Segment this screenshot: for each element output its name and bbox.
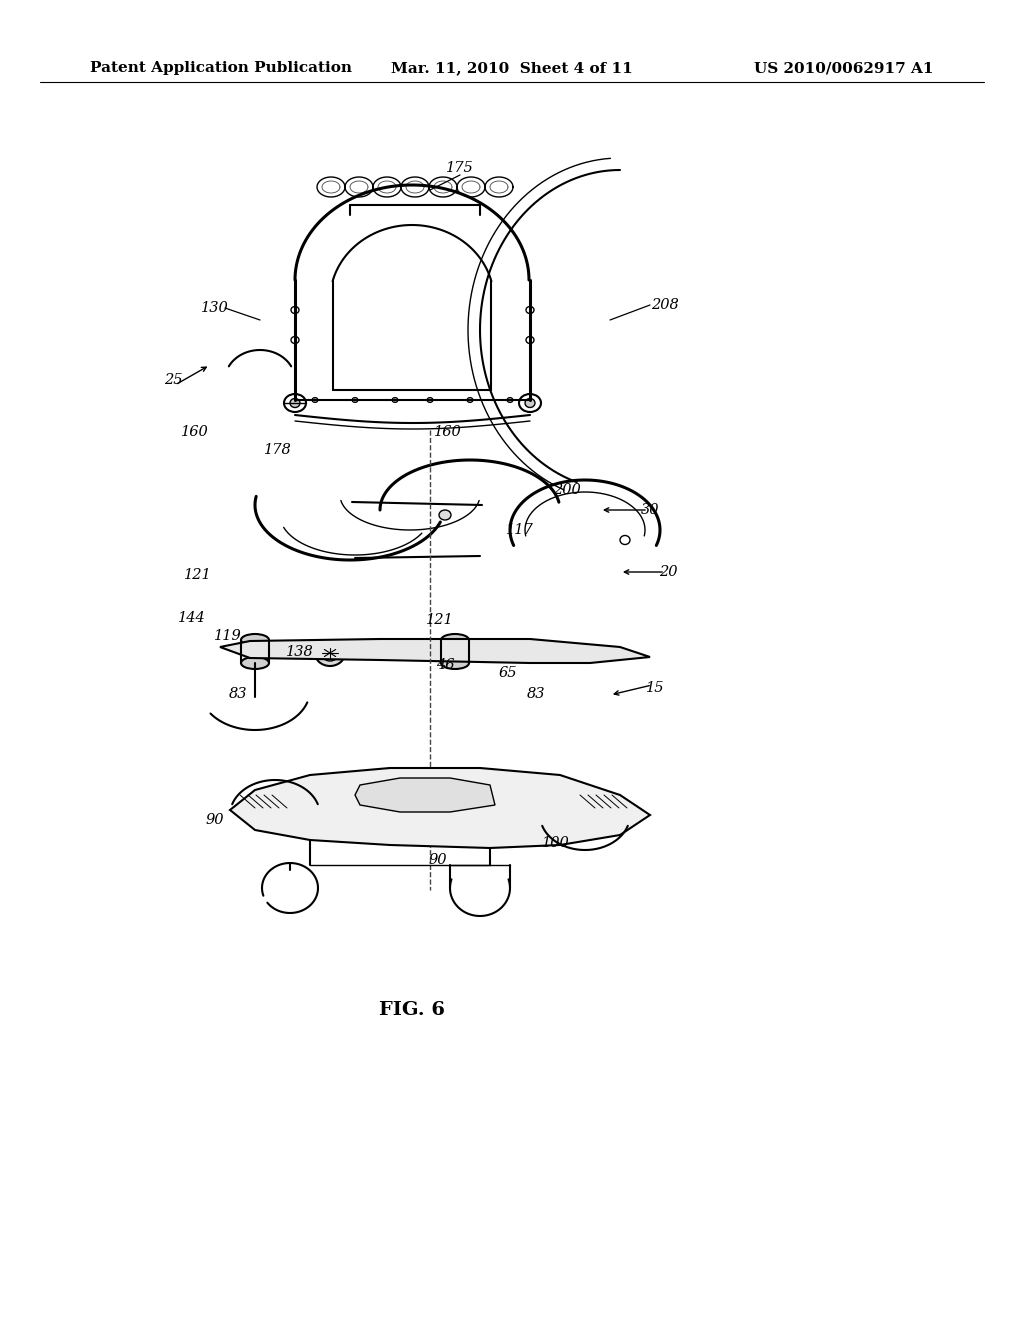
Ellipse shape [441, 657, 469, 669]
Text: 121: 121 [426, 612, 454, 627]
Text: 83: 83 [526, 686, 545, 701]
Text: 65: 65 [499, 667, 517, 680]
Ellipse shape [290, 399, 300, 408]
Text: 90: 90 [206, 813, 224, 828]
Text: US 2010/0062917 A1: US 2010/0062917 A1 [755, 61, 934, 75]
Text: 100: 100 [542, 836, 570, 850]
Ellipse shape [427, 397, 433, 403]
Text: 208: 208 [651, 298, 679, 312]
Text: Mar. 11, 2010  Sheet 4 of 11: Mar. 11, 2010 Sheet 4 of 11 [391, 61, 633, 75]
Text: Patent Application Publication: Patent Application Publication [90, 61, 352, 75]
Ellipse shape [441, 634, 469, 645]
Text: 20: 20 [658, 565, 677, 579]
Text: 178: 178 [264, 444, 292, 457]
Text: 160: 160 [181, 425, 209, 440]
Polygon shape [220, 639, 650, 663]
Ellipse shape [392, 397, 398, 403]
Ellipse shape [315, 640, 345, 667]
Text: 130: 130 [201, 301, 229, 315]
Text: 25: 25 [164, 374, 182, 387]
Ellipse shape [439, 510, 451, 520]
Text: FIG. 6: FIG. 6 [379, 1001, 445, 1019]
Text: 144: 144 [178, 611, 206, 624]
Polygon shape [355, 777, 495, 812]
Ellipse shape [312, 397, 318, 403]
Text: 90: 90 [429, 853, 447, 867]
Text: 15: 15 [646, 681, 665, 696]
Polygon shape [230, 768, 650, 847]
Ellipse shape [352, 397, 358, 403]
Text: 160: 160 [434, 425, 462, 440]
Ellipse shape [241, 634, 269, 645]
Ellipse shape [507, 397, 513, 403]
Text: 30: 30 [641, 503, 659, 517]
Text: 117: 117 [506, 523, 534, 537]
Text: 46: 46 [436, 657, 455, 672]
Text: 121: 121 [184, 568, 212, 582]
Ellipse shape [525, 399, 535, 408]
Text: 119: 119 [214, 630, 242, 643]
Text: 175: 175 [446, 161, 474, 176]
Text: 138: 138 [286, 645, 314, 659]
Text: 83: 83 [228, 686, 247, 701]
Text: 200: 200 [553, 483, 581, 498]
Ellipse shape [467, 397, 473, 403]
Ellipse shape [241, 657, 269, 669]
